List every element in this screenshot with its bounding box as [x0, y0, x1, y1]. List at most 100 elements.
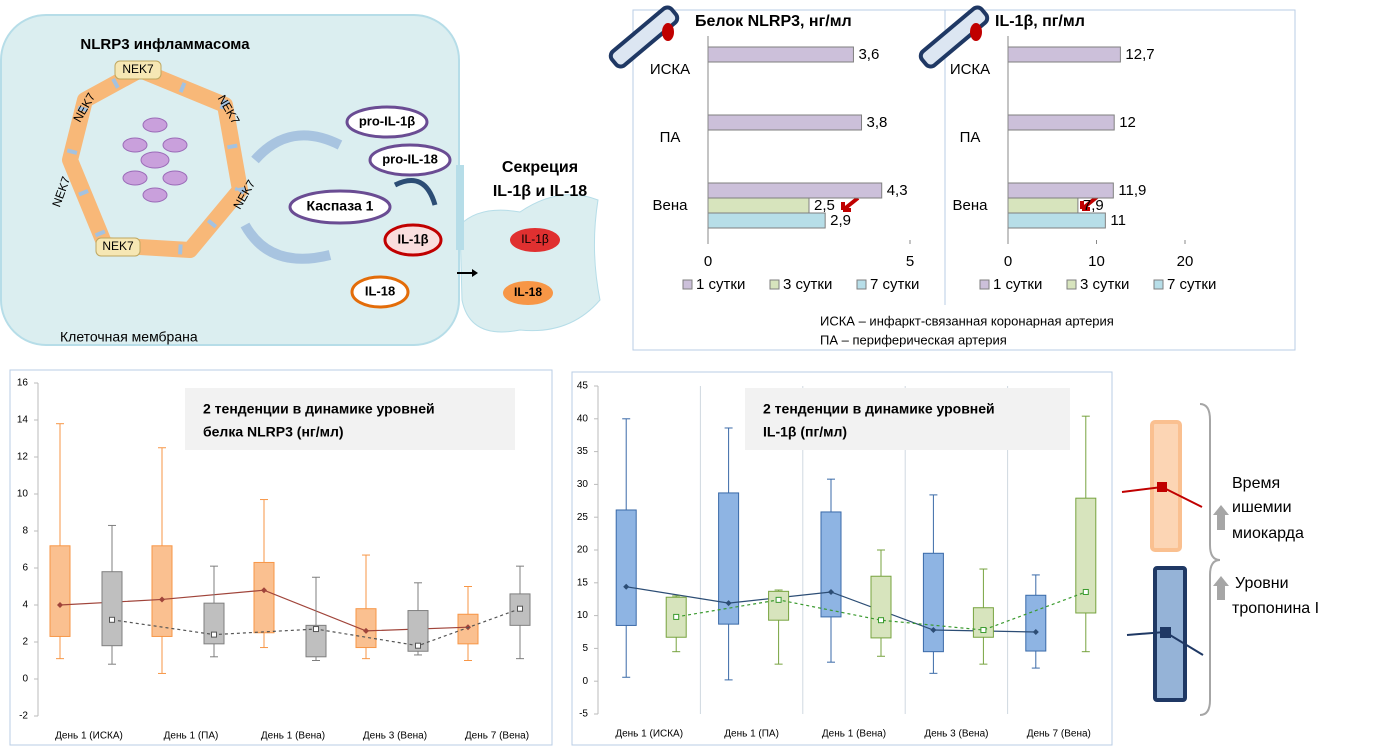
arrow [393, 178, 438, 206]
legend-swatch [979, 279, 990, 290]
box-frame [571, 371, 1113, 746]
x-tick-label: 0 [704, 253, 712, 270]
mean-marker [1082, 588, 1089, 595]
legend-label: 7 сутки [1167, 276, 1216, 293]
bar [707, 182, 883, 199]
legend-label: 3 сутки [783, 276, 832, 293]
y-tick-label: 20 [577, 545, 589, 556]
box [718, 492, 740, 625]
annotation-box [185, 388, 515, 450]
box [49, 545, 71, 637]
y-tick-label: 30 [577, 479, 589, 490]
annotation: 2 тенденции в динамике уровней [763, 401, 995, 417]
pro-il1b-label: pro-IL-1β [359, 113, 415, 128]
box [768, 590, 790, 621]
value-label: 3,6 [858, 46, 879, 63]
pro-il1b-node [345, 105, 429, 139]
mean-marker [828, 588, 834, 595]
mean-marker [623, 583, 630, 590]
legend-text: тропонина I [1232, 600, 1319, 617]
caspase-node [288, 189, 392, 225]
il18-label: IL-18 [365, 283, 395, 298]
bar [1007, 182, 1114, 199]
box [820, 511, 842, 618]
annotation: 2 тенденции в динамике уровней [203, 401, 435, 417]
bar [707, 46, 854, 63]
mean-marker [415, 642, 421, 649]
mean-marker [725, 600, 732, 607]
legend-label: 1 сутки [696, 276, 745, 293]
bar [707, 114, 863, 131]
legend-swatch [1153, 279, 1164, 290]
y-tick-label: 0 [22, 674, 28, 685]
value-label: 7,9 [1083, 197, 1104, 214]
box [922, 552, 944, 653]
y-tick-label: 35 [577, 446, 589, 457]
arrow [1080, 195, 1099, 211]
box [203, 602, 225, 645]
box [151, 545, 173, 637]
chart-title: Белок NLRP3, нг/мл [695, 13, 852, 30]
secretion-label: IL-1β и IL-18 [493, 183, 587, 200]
x-tick-label: День 1 (ИСКА) [615, 729, 683, 740]
box [253, 561, 275, 634]
mean-marker [261, 587, 267, 594]
category-label: ИСКА [650, 61, 690, 78]
box [407, 610, 429, 652]
secreting-cell [459, 194, 601, 333]
inflammasome-springs [64, 64, 246, 256]
y-tick-label: 6 [22, 563, 28, 574]
bar [1007, 46, 1121, 63]
note: ПА – периферическая артерия [820, 332, 1007, 347]
mean-marker [980, 627, 987, 634]
pore [456, 165, 464, 250]
box [870, 575, 892, 639]
mean-marker [517, 605, 523, 612]
secreted-il1b [510, 228, 560, 252]
y-tick-label: 12 [17, 452, 29, 463]
x-tick-label: День 1 (ИСКА) [55, 731, 123, 742]
legend-label: 1 сутки [993, 276, 1042, 293]
x-tick-label: День 1 (ПА) [164, 731, 219, 742]
value-label: 11,9 [1118, 182, 1146, 199]
bar [1007, 197, 1079, 214]
arrow-head [472, 269, 478, 277]
bar [707, 197, 810, 214]
mean-marker [363, 627, 369, 634]
y-tick-label: -5 [579, 709, 588, 720]
secretion-label: Секреция [502, 159, 578, 176]
legend-swatch [1066, 279, 1077, 290]
value-label: 11 [1110, 212, 1126, 229]
mean-marker [313, 626, 319, 633]
inflammasome-title: NLRP3 инфламмасома [80, 36, 250, 53]
category-label: ПА [660, 129, 681, 146]
mean-marker [930, 627, 937, 634]
tube-icon [608, 5, 990, 69]
bar [1007, 114, 1115, 131]
x-tick-label: 20 [1177, 253, 1194, 270]
legend-text: миокарда [1232, 525, 1304, 542]
y-tick-label: 25 [577, 512, 589, 523]
value-label: 2,9 [830, 212, 851, 229]
secreted-il18 [503, 281, 553, 305]
value-label: 3,8 [867, 114, 888, 131]
box [101, 571, 123, 647]
bar [707, 212, 826, 229]
arrow [240, 222, 332, 264]
chart-title: IL-1β, пг/мл [995, 13, 1085, 30]
annotation-box [745, 388, 1070, 450]
mean-marker [775, 596, 782, 603]
x-tick-label: День 7 (Вена) [465, 731, 529, 742]
secreted-il1b-label: IL-1β [521, 232, 549, 246]
mean-marker [211, 631, 217, 638]
il1b-node [383, 223, 443, 257]
mean-marker [1032, 629, 1039, 635]
mean-marker [878, 617, 884, 624]
y-tick-label: 14 [17, 415, 29, 426]
caspase-label: Каспаза 1 [307, 198, 374, 214]
arrow [251, 130, 343, 164]
il1b-label: IL-1β [397, 231, 428, 246]
value-label: 12 [1119, 114, 1136, 131]
arrow [841, 196, 860, 212]
